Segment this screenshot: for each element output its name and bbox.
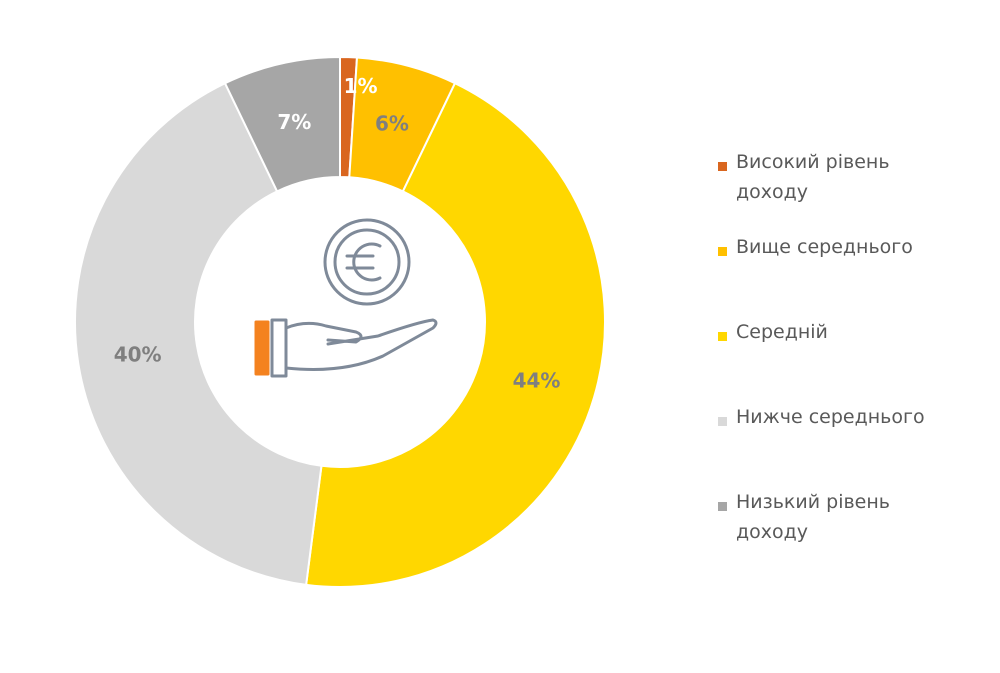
- legend-item: Вище середнього: [718, 236, 948, 262]
- data-label: 1%: [344, 74, 378, 98]
- legend-swatch: [718, 332, 727, 341]
- legend-label: Нижче середнього: [736, 406, 925, 428]
- legend-swatch: [718, 247, 727, 256]
- legend-item: Низький рівень доходу: [718, 491, 948, 547]
- legend-label: Вище середнього: [736, 236, 913, 258]
- coin-inner: [333, 228, 401, 296]
- labels: 1% 6% 44% 40% 7%: [114, 74, 561, 392]
- data-label: 44%: [513, 368, 561, 392]
- slice: [304, 81, 606, 588]
- legend-swatch: [718, 502, 727, 511]
- data-label: 40%: [114, 343, 162, 367]
- slices: [74, 55, 606, 588]
- slice: [223, 55, 341, 193]
- data-label: 7%: [277, 110, 311, 134]
- legend-item: Нижче середнього: [718, 406, 948, 432]
- legend-label: Середній: [736, 321, 828, 343]
- sleeve: [254, 320, 270, 376]
- icon: [254, 218, 438, 378]
- legend-swatch: [718, 417, 727, 426]
- hand: [284, 318, 438, 371]
- legend-swatch: [718, 162, 727, 171]
- legend-item: Високий рівень доходу: [718, 151, 948, 207]
- cuff: [270, 318, 288, 378]
- legend-label: Низький рівень доходу: [736, 491, 890, 543]
- legend-label: Високий рівень доходу: [736, 151, 890, 203]
- coin: [323, 218, 411, 306]
- data-label: 6%: [375, 112, 409, 136]
- euro: [345, 242, 382, 282]
- slice: [74, 81, 323, 586]
- legend-item: Середній: [718, 321, 948, 347]
